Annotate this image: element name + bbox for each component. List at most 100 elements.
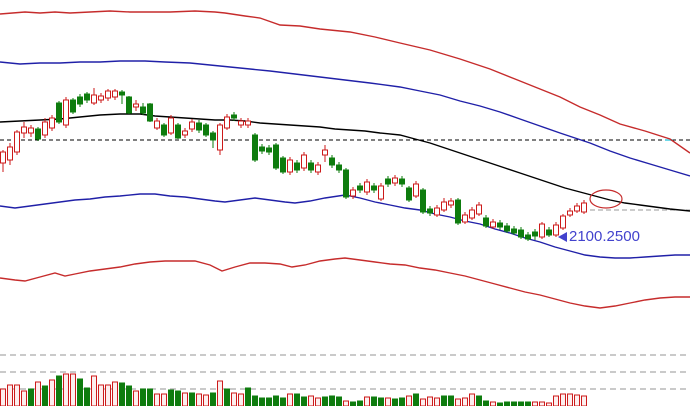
candle-body-33: [231, 114, 237, 119]
volume-bar-50: [350, 401, 356, 406]
candle-body-79: [553, 224, 559, 236]
volume-bar-6: [42, 385, 48, 406]
candle-body-74: [518, 229, 524, 238]
candle-body-42: [294, 162, 300, 171]
volume-bar-32: [224, 388, 230, 406]
volume-bar-41: [287, 393, 293, 406]
volume-bar-44: [308, 395, 314, 406]
candle-body-40: [280, 157, 286, 173]
ellipse-annotation: [589, 189, 623, 209]
volume-bar-35: [245, 387, 251, 406]
candle-body-49: [343, 169, 349, 198]
volume-bar-38: [266, 397, 272, 406]
candle-body-50: [350, 189, 356, 197]
candle-body-2: [14, 131, 20, 153]
volume-bar-0: [0, 388, 6, 406]
candle-body-70: [490, 221, 496, 228]
volume-bar-43: [301, 396, 307, 406]
volume-bar-76: [532, 401, 538, 406]
candle-body-72: [504, 225, 510, 232]
candle-body-54: [378, 185, 384, 200]
volume-bar-15: [105, 384, 111, 406]
volume-bar-18: [126, 385, 132, 406]
volume-bar-79: [553, 395, 559, 406]
volume-bar-27: [189, 392, 195, 406]
volume-bar-54: [378, 397, 384, 406]
candle-body-62: [434, 207, 440, 216]
candle-body-20: [140, 106, 146, 114]
volume-bar-7: [49, 379, 55, 406]
candle-body-26: [182, 130, 188, 136]
volume-bar-17: [119, 382, 125, 406]
candle-body-27: [189, 121, 195, 130]
volume-bar-58: [406, 395, 412, 406]
candle-body-83: [581, 202, 587, 213]
volume-bar-21: [147, 388, 153, 406]
candle-body-36: [252, 134, 258, 161]
volume-bar-55: [385, 397, 391, 406]
candle-body-51: [357, 185, 363, 191]
candle-body-81: [567, 210, 573, 216]
volume-bar-39: [273, 395, 279, 406]
candle-body-46: [322, 149, 328, 156]
candle-body-61: [427, 208, 433, 214]
volume-bar-37: [259, 397, 265, 406]
volume-bar-52: [364, 396, 370, 406]
price-label: 2100.2500: [558, 228, 640, 245]
volume-bar-82: [574, 394, 580, 406]
volume-bar-16: [112, 381, 118, 406]
volume-bar-14: [98, 384, 104, 406]
candle-body-37: [259, 146, 265, 152]
volume-bar-61: [427, 396, 433, 406]
volume-bar-34: [238, 393, 244, 406]
candle-body-1: [7, 146, 13, 161]
candle-body-25: [175, 124, 181, 139]
candle-body-29: [203, 124, 209, 136]
volume-bar-78: [546, 402, 552, 406]
volume-bar-83: [581, 395, 587, 406]
candle-body-14: [98, 95, 104, 101]
volume-bar-74: [518, 401, 524, 406]
candle-body-13: [91, 94, 97, 104]
candle-body-32: [224, 116, 230, 129]
lower-outer-red-band-line: [0, 257, 690, 309]
volume-bar-33: [231, 392, 237, 406]
candle-body-31: [217, 124, 223, 151]
volume-bar-49: [343, 400, 349, 406]
candle-body-30: [210, 132, 216, 141]
candle-body-75: [525, 234, 531, 240]
volume-bar-65: [455, 398, 461, 406]
volume-bar-24: [168, 389, 174, 406]
candle-body-59: [413, 183, 419, 197]
candle-body-16: [112, 90, 118, 98]
volume-bar-36: [252, 395, 258, 406]
candle-body-17: [119, 91, 125, 96]
volume-bar-47: [329, 395, 335, 406]
candle-body-43: [301, 154, 307, 169]
candle-body-64: [448, 200, 454, 206]
volume-bar-46: [322, 396, 328, 406]
volume-bar-20: [140, 388, 146, 406]
volume-bar-22: [154, 393, 160, 406]
candle-body-76: [532, 231, 538, 237]
candle-body-53: [371, 185, 377, 191]
candle-body-63: [441, 201, 447, 211]
volume-bar-9: [63, 373, 69, 406]
volume-bar-1: [7, 384, 13, 406]
candle-body-71: [497, 222, 503, 228]
volume-bar-53: [371, 396, 377, 406]
volume-bar-59: [413, 393, 419, 406]
volume-bar-72: [504, 401, 510, 406]
candle-body-65: [455, 199, 461, 224]
candle-body-23: [161, 124, 167, 136]
price-label-text: 2100.2500: [569, 228, 640, 245]
candle-body-11: [77, 96, 83, 105]
volume-bar-10: [70, 373, 76, 406]
volume-bar-60: [420, 398, 426, 406]
volume-bar-70: [490, 401, 496, 406]
volume-bar-63: [441, 395, 447, 406]
volume-bar-77: [539, 401, 545, 406]
volume-bar-56: [392, 398, 398, 406]
